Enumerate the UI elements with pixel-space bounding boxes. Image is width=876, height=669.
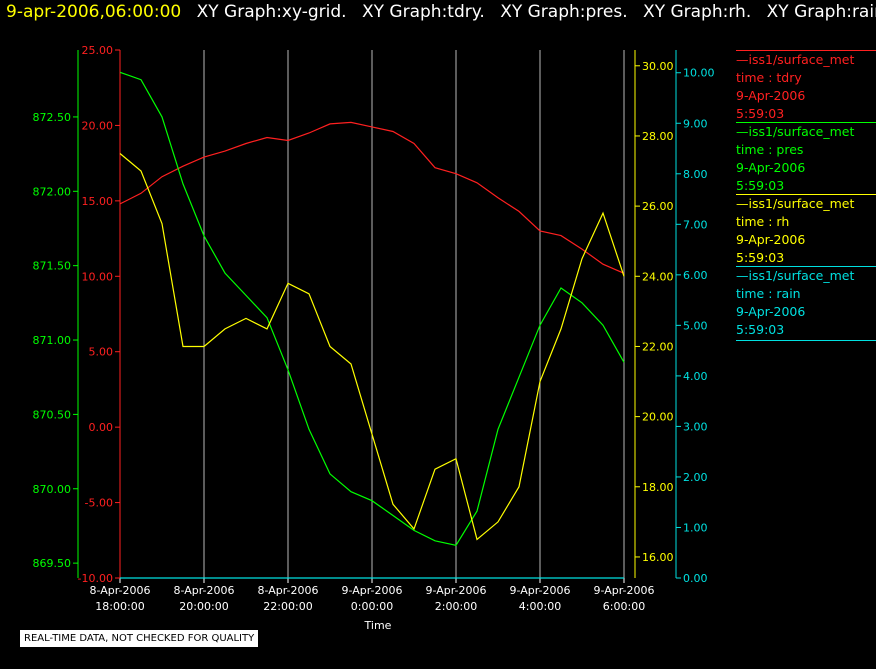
x-tick-date: 8-Apr-2006 <box>257 584 318 597</box>
title-bar: 9-apr-2006,06:00:00 XY Graph:xy-grid. XY… <box>6 2 876 22</box>
tdry-tick-label: 20.00 <box>82 119 114 132</box>
graph-title-rh: XY Graph:rh. <box>643 2 752 22</box>
rh-tick-label: 26.00 <box>642 200 674 213</box>
pres-tick-label: 872.50 <box>33 111 72 124</box>
rain-tick-label: 4.00 <box>683 370 708 383</box>
x-tick-date: 9-Apr-2006 <box>425 584 486 597</box>
rain-tick-label: 7.00 <box>683 218 708 231</box>
series-pres-line <box>119 71 625 546</box>
legend-tdry-source: —iss1/surface_met <box>736 52 855 67</box>
x-tick-date: 9-Apr-2006 <box>593 584 654 597</box>
tdry-tick-label: 25.00 <box>82 44 114 57</box>
rain-tick-label: 2.00 <box>683 471 708 484</box>
tdry-tick-label: 10.00 <box>82 270 114 283</box>
series-rh-line <box>119 153 625 541</box>
legend-tdry-line <box>736 50 876 51</box>
legend-rh-source: —iss1/surface_met <box>736 196 855 211</box>
legend-rh-line <box>736 194 876 195</box>
x-tick-time: 2:00:00 <box>435 600 477 613</box>
rain-tick-label: 6.00 <box>683 269 708 282</box>
rain-tick-label: 5.00 <box>683 319 708 332</box>
rain-tick-label: 3.00 <box>683 420 708 433</box>
legend-pres-source: —iss1/surface_met <box>736 124 855 139</box>
pres-tick-label: 872.00 <box>33 185 72 198</box>
legend-tdry-date: 9-Apr-2006 <box>736 88 806 103</box>
rh-tick-label: 24.00 <box>642 270 674 283</box>
rain-tick-label: 1.00 <box>683 521 708 534</box>
x-tick-date: 8-Apr-2006 <box>89 584 150 597</box>
legend-pres-field: time : pres <box>736 142 804 157</box>
pres-tick-label: 871.00 <box>33 334 72 347</box>
legend-rh-field: time : rh <box>736 214 790 229</box>
legend-pres-date: 9-Apr-2006 <box>736 160 806 175</box>
x-tick-time: 20:00:00 <box>179 600 228 613</box>
x-tick-time: 18:00:00 <box>95 600 144 613</box>
rh-tick-label: 28.00 <box>642 130 674 143</box>
x-tick-date: 9-Apr-2006 <box>341 584 402 597</box>
legend-end-line <box>736 340 876 341</box>
graph-title-xy-grid: XY Graph:xy-grid. <box>196 2 347 22</box>
legend-rain: —iss1/surface_met time : rain 9-Apr-2006… <box>736 266 876 341</box>
rh-tick-label: 18.00 <box>642 481 674 494</box>
rh-tick-label: 22.00 <box>642 340 674 353</box>
rain-tick-label: 0.00 <box>683 572 708 585</box>
legend-tdry-field: time : tdry <box>736 70 802 85</box>
x-tick-time: 4:00:00 <box>519 600 561 613</box>
legend-pres-time: 5:59:03 <box>736 178 785 193</box>
graph-title-tdry: XY Graph:tdry. <box>362 2 485 22</box>
pres-tick-label: 870.50 <box>33 408 72 421</box>
legend-tdry: —iss1/surface_met time : tdry 9-Apr-2006… <box>736 50 876 123</box>
x-axis-label: Time <box>364 619 392 632</box>
tdry-tick-label: 15.00 <box>82 195 114 208</box>
tdry-tick-label: -10.00 <box>78 572 113 585</box>
legend-tdry-time: 5:59:03 <box>736 106 785 121</box>
x-tick-time: 0:00:00 <box>351 600 393 613</box>
legend-rh-date: 9-Apr-2006 <box>736 232 806 247</box>
rh-tick-label: 30.00 <box>642 60 674 73</box>
tdry-tick-label: -5.00 <box>85 497 113 510</box>
x-tick-date: 9-Apr-2006 <box>509 584 570 597</box>
rain-tick-label: 9.00 <box>683 117 708 130</box>
legend-rh-time: 5:59:03 <box>736 250 785 265</box>
x-tick-date: 8-Apr-2006 <box>173 584 234 597</box>
legend-rh: —iss1/surface_met time : rh 9-Apr-2006 5… <box>736 194 876 267</box>
graph-title-rain: XY Graph:rain. <box>766 2 876 22</box>
legend-rain-line <box>736 266 876 267</box>
legend-rain-field: time : rain <box>736 286 801 301</box>
pres-tick-label: 870.00 <box>33 483 72 496</box>
timestamp: 9-apr-2006,06:00:00 <box>6 2 182 22</box>
rh-tick-label: 20.00 <box>642 411 674 424</box>
legend-rain-time: 5:59:03 <box>736 322 785 337</box>
rain-tick-label: 10.00 <box>683 67 715 80</box>
legend-pres: —iss1/surface_met time : pres 9-Apr-2006… <box>736 122 876 195</box>
rh-tick-label: 16.00 <box>642 551 674 564</box>
series-tdry-line <box>119 121 625 274</box>
legend-rain-source: —iss1/surface_met <box>736 268 855 283</box>
legend-rain-date: 9-Apr-2006 <box>736 304 806 319</box>
graph-title-pres: XY Graph:pres. <box>500 2 628 22</box>
x-tick-time: 22:00:00 <box>263 600 312 613</box>
pres-tick-label: 869.50 <box>33 557 72 570</box>
legend-pres-line <box>736 122 876 123</box>
tdry-tick-label: 5.00 <box>89 346 114 359</box>
x-tick-time: 6:00:00 <box>603 600 645 613</box>
quality-note: REAL-TIME DATA, NOT CHECKED FOR QUALITY <box>20 630 259 647</box>
pres-tick-label: 871.50 <box>33 260 72 273</box>
tdry-tick-label: 0.00 <box>89 421 114 434</box>
rain-tick-label: 8.00 <box>683 168 708 181</box>
